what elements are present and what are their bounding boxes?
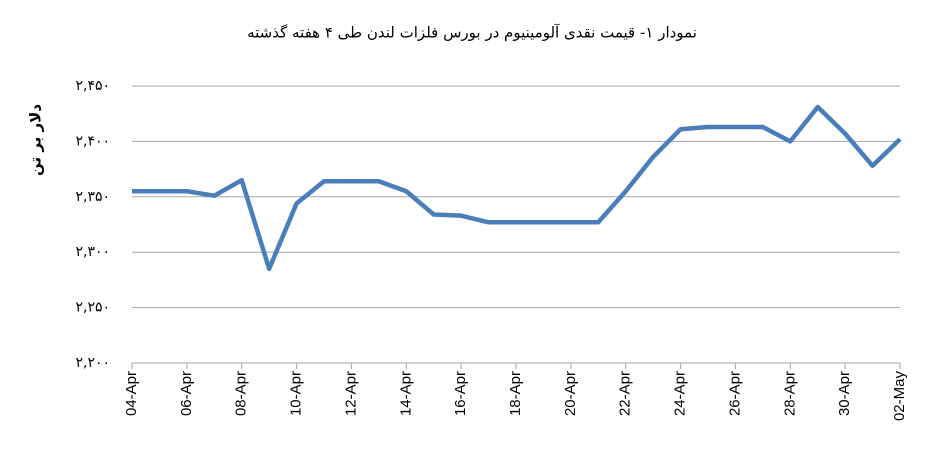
y-tick-label: ۲,۲۰۰ [75,355,110,371]
y-tick-label: ۲,۴۵۰ [75,78,110,94]
x-tick-label: 12-Apr [342,371,359,416]
y-axis-label: دلار بر تن [27,104,45,176]
x-tick-label: 20-Apr [562,371,579,416]
x-tick-label: 30-Apr [836,371,853,416]
y-tick-label: ۲,۲۵۰ [75,300,110,316]
x-tick-label: 14-Apr [397,371,414,416]
y-tick-label: ۲,۳۰۰ [75,244,110,260]
y-tick-label: ۲,۳۵۰ [75,189,110,205]
x-tick-label: 16-Apr [452,371,469,416]
chart-title: نمودار ۱- قیمت نقدی آلومینیوم در بورس فل… [247,24,697,42]
x-tick-label: 24-Apr [672,371,689,416]
x-tick-label: 18-Apr [507,371,524,416]
x-tick-label: 08-Apr [233,371,250,416]
x-tick-label: 28-Apr [781,371,798,416]
x-tick-label: 26-Apr [726,371,743,416]
x-tick-label: 22-Apr [617,371,634,416]
data-line [132,104,902,272]
x-tick-label: 02-May [891,371,908,422]
y-tick-label: ۲,۴۰۰ [75,133,110,149]
x-tick-label: 10-Apr [288,371,305,416]
x-tick-label: 04-Apr [123,371,140,416]
x-tick-label: 06-Apr [178,371,195,416]
